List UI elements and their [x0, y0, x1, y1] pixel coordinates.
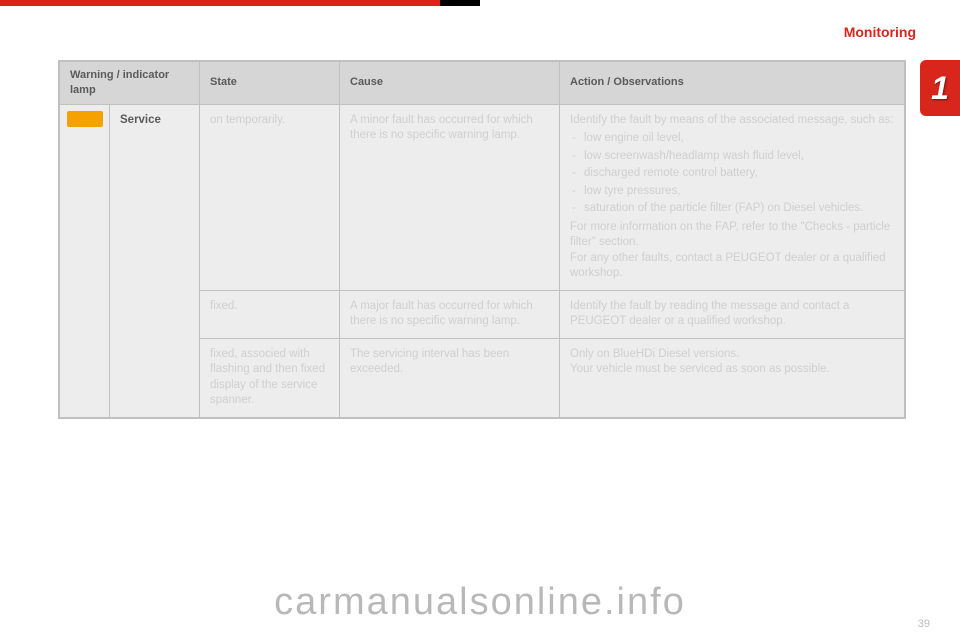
cause-cell: A minor fault has occurred for which the…	[340, 104, 560, 290]
action-cell: Only on BlueHDi Diesel versions. Your ve…	[560, 338, 905, 417]
action-intro: Identify the fault by means of the assoc…	[570, 113, 894, 129]
action-cell: Identify the fault by reading the messag…	[560, 290, 905, 338]
chapter-tab: 1	[920, 60, 960, 116]
action-bullet: discharged remote control battery,	[570, 166, 894, 182]
col-header-cause: Cause	[340, 62, 560, 105]
cause-cell: A major fault has occurred for which the…	[340, 290, 560, 338]
cause-cell: The servicing interval has been exceeded…	[340, 338, 560, 417]
action-line: Only on BlueHDi Diesel versions.	[570, 347, 894, 363]
action-bullet: low screenwash/headlamp wash fluid level…	[570, 149, 894, 165]
action-outro: For any other faults, contact a PEUGEOT …	[570, 251, 894, 282]
manual-page: Monitoring 1 Warning / indicator lamp St…	[0, 0, 960, 640]
col-header-lamp: Warning / indicator lamp	[60, 62, 200, 105]
col-header-state: State	[200, 62, 340, 105]
action-bullet: low engine oil level,	[570, 131, 894, 147]
action-cell: Identify the fault by means of the assoc…	[560, 104, 905, 290]
lamp-label-cell: Service	[110, 104, 200, 417]
section-title: Monitoring	[844, 24, 916, 40]
service-indicator-icon	[67, 111, 103, 127]
top-accent-bar-gap	[440, 0, 480, 6]
top-accent-bar-left	[0, 0, 440, 6]
page-number: 39	[918, 618, 930, 630]
col-header-action: Action / Observations	[560, 62, 905, 105]
action-bullet: low tyre pressures,	[570, 184, 894, 200]
action-outro: For more information on the FAP, refer t…	[570, 220, 894, 251]
table-header-row: Warning / indicator lamp State Cause Act…	[60, 62, 905, 105]
state-cell: fixed, associed with flashing and then f…	[200, 338, 340, 417]
state-cell: on temporarily.	[200, 104, 340, 290]
warning-lamp-table: Warning / indicator lamp State Cause Act…	[58, 60, 906, 419]
state-cell: fixed.	[200, 290, 340, 338]
action-line: Your vehicle must be serviced as soon as…	[570, 362, 894, 378]
lamp-icon-cell	[60, 104, 110, 417]
action-bullet: saturation of the particle filter (FAP) …	[570, 201, 894, 217]
action-bullet-list: low engine oil level, low screenwash/hea…	[570, 131, 894, 217]
chapter-number: 1	[931, 70, 949, 107]
table-row: Service on temporarily. A minor fault ha…	[60, 104, 905, 290]
watermark-text: carmanualsonline.info	[0, 581, 960, 624]
